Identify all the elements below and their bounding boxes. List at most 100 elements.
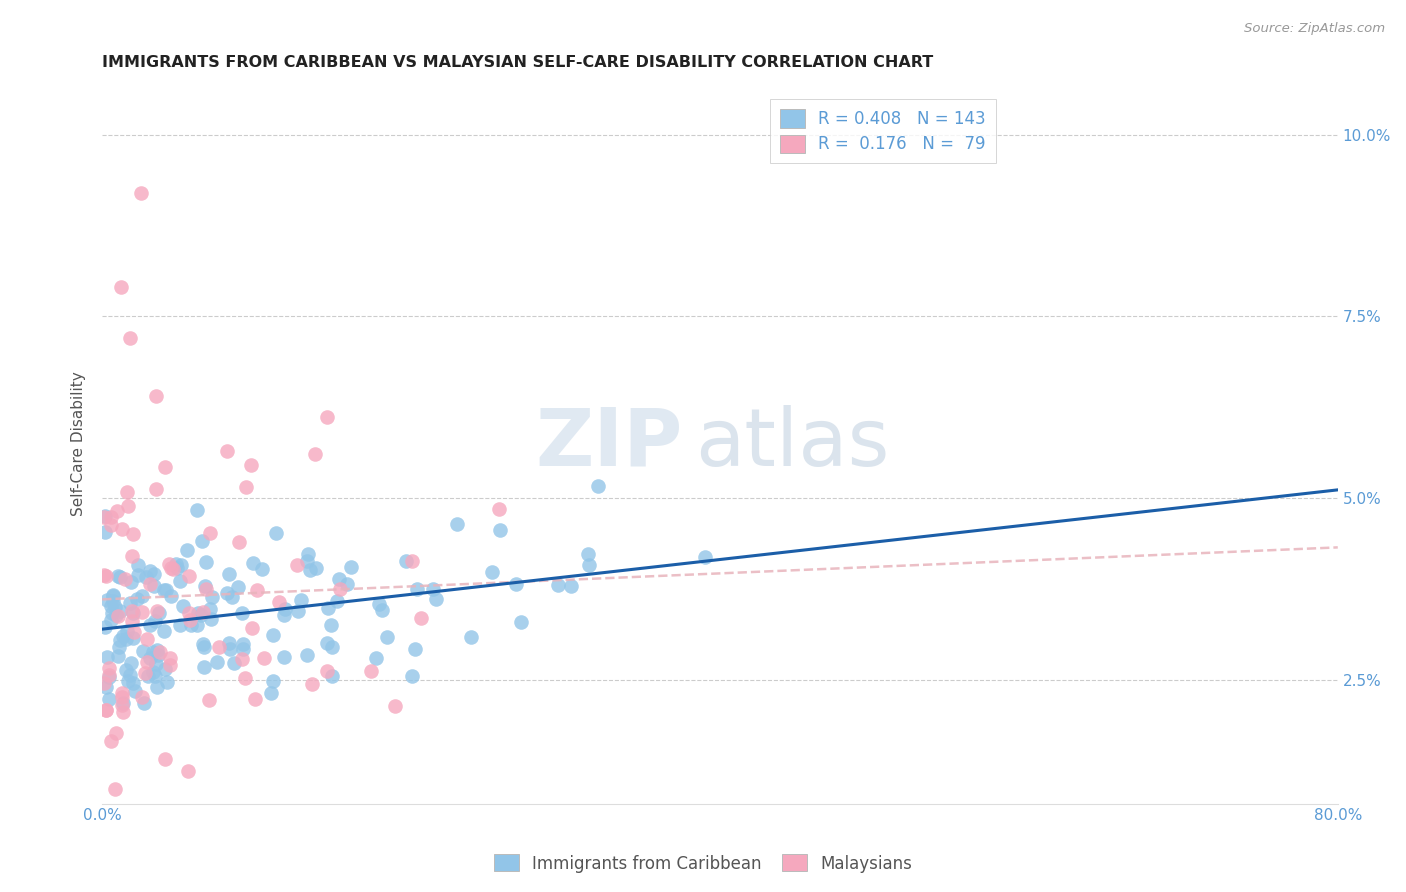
Point xyxy=(93,510,115,524)
Point xyxy=(139,617,162,632)
Point xyxy=(112,629,135,643)
Point xyxy=(98,667,121,681)
Point xyxy=(107,569,129,583)
Point xyxy=(136,655,159,669)
Text: ZIP: ZIP xyxy=(536,405,683,483)
Point xyxy=(240,458,263,472)
Point xyxy=(94,524,117,539)
Point xyxy=(105,726,128,740)
Point xyxy=(172,599,194,613)
Point xyxy=(143,579,166,593)
Point xyxy=(488,502,510,516)
Point xyxy=(218,566,240,581)
Point xyxy=(100,599,122,613)
Point xyxy=(191,637,214,651)
Point xyxy=(228,534,250,549)
Point xyxy=(96,593,118,607)
Point xyxy=(339,560,361,574)
Point xyxy=(108,604,131,618)
Point xyxy=(198,602,221,616)
Point xyxy=(384,699,406,714)
Point xyxy=(404,642,426,657)
Point xyxy=(200,612,222,626)
Point xyxy=(93,676,115,690)
Point xyxy=(139,651,162,665)
Text: atlas: atlas xyxy=(696,405,890,483)
Point xyxy=(509,615,531,629)
Point xyxy=(101,589,124,603)
Point xyxy=(177,569,200,583)
Point xyxy=(274,602,297,616)
Point xyxy=(112,705,135,719)
Point xyxy=(377,630,399,644)
Point xyxy=(117,674,139,689)
Point xyxy=(131,589,153,603)
Point xyxy=(114,663,136,677)
Point xyxy=(131,690,153,704)
Point xyxy=(110,280,132,294)
Point xyxy=(235,479,257,493)
Point xyxy=(273,649,295,664)
Point xyxy=(425,591,447,606)
Legend: Immigrants from Caribbean, Malaysians: Immigrants from Caribbean, Malaysians xyxy=(488,847,918,880)
Point xyxy=(105,504,128,518)
Point xyxy=(146,604,169,618)
Point xyxy=(329,582,352,596)
Point xyxy=(145,657,167,671)
Point xyxy=(165,558,187,572)
Point xyxy=(231,652,253,666)
Point xyxy=(94,620,117,634)
Point xyxy=(94,569,117,583)
Point xyxy=(94,508,117,523)
Point xyxy=(114,572,136,586)
Point xyxy=(139,564,162,578)
Point xyxy=(142,665,165,680)
Point xyxy=(194,579,217,593)
Point xyxy=(321,669,343,683)
Point xyxy=(219,642,242,657)
Point xyxy=(162,561,184,575)
Point xyxy=(105,607,128,622)
Point xyxy=(104,599,127,614)
Point xyxy=(177,764,200,778)
Point xyxy=(146,648,169,662)
Point xyxy=(215,586,238,600)
Point xyxy=(194,555,217,569)
Point xyxy=(245,691,267,706)
Point xyxy=(179,613,201,627)
Point xyxy=(127,568,149,582)
Point xyxy=(121,604,143,618)
Point xyxy=(120,667,142,681)
Point xyxy=(201,590,224,604)
Point xyxy=(107,649,129,664)
Point xyxy=(366,651,388,665)
Point xyxy=(298,563,321,577)
Point xyxy=(98,661,121,675)
Point xyxy=(132,696,155,710)
Point xyxy=(176,543,198,558)
Point xyxy=(100,733,122,747)
Point xyxy=(155,582,177,597)
Point xyxy=(316,635,339,649)
Point xyxy=(191,605,214,619)
Point xyxy=(107,609,129,624)
Point xyxy=(371,603,394,617)
Point xyxy=(136,669,159,683)
Point xyxy=(110,570,132,584)
Point xyxy=(111,690,134,705)
Point xyxy=(166,560,188,574)
Point xyxy=(422,582,444,596)
Point xyxy=(117,499,139,513)
Point xyxy=(481,565,503,579)
Point xyxy=(131,605,153,619)
Point xyxy=(295,554,318,568)
Point xyxy=(152,582,174,597)
Point xyxy=(208,640,231,654)
Point xyxy=(305,561,328,575)
Point xyxy=(360,664,382,678)
Point xyxy=(145,389,167,403)
Point xyxy=(131,644,153,658)
Point xyxy=(198,526,221,541)
Point xyxy=(122,631,145,645)
Point xyxy=(122,606,145,620)
